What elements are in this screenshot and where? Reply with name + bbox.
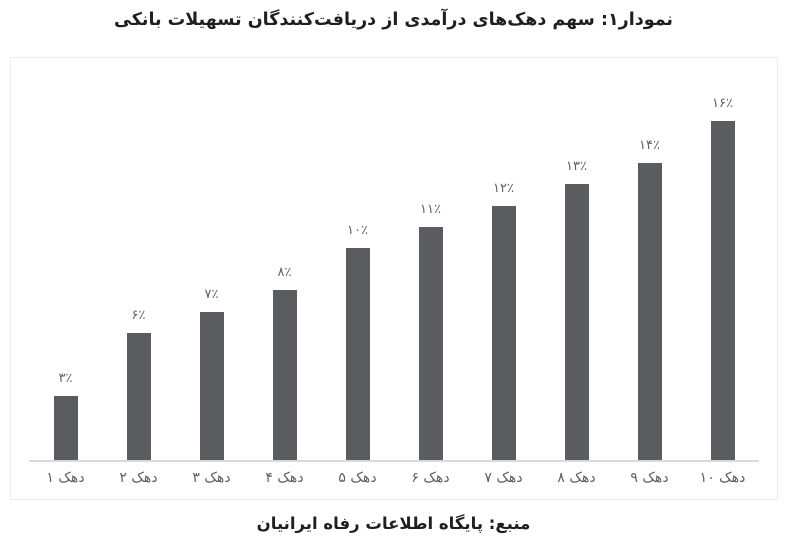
bar-value-label: ۱۱٪ (420, 201, 441, 217)
bar-column: ۱۶٪ (686, 96, 759, 460)
bar (418, 226, 443, 460)
x-axis-label: دهک ۴ (265, 470, 304, 486)
chart-panel: ۳٪ ۶٪ ۷٪ ۸٪ ۱۰٪ ۱۱٪ ۱۲٪ ۱۳٪ ۱۴٪ ۱۶٪ دهک ۱ دهک ۲ دهک… (10, 57, 778, 500)
bar-column: ۱۴٪ (613, 138, 686, 460)
x-axis-label: دهک ۷ (484, 470, 523, 486)
source-caption: منبع: پایگاه اطلاعات رفاه ایرانیان (256, 514, 531, 533)
bar-column: ۷٪ (175, 287, 248, 460)
bar-value-label: ۱۳٪ (566, 159, 587, 175)
x-axis-label: دهک ۱۰ (699, 470, 746, 486)
bar (53, 396, 78, 460)
bar-column: ۳٪ (29, 371, 102, 460)
bar-value-label: ۷٪ (204, 286, 219, 302)
bar-value-label: ۱۲٪ (493, 180, 514, 196)
x-axis-label: دهک ۸ (557, 470, 596, 486)
bar-value-label: ۱۶٪ (712, 95, 733, 111)
bar-value-label: ۳٪ (58, 371, 73, 387)
plot-area: ۳٪ ۶٪ ۷٪ ۸٪ ۱۰٪ ۱۱٪ ۱۲٪ ۱۳٪ ۱۴٪ ۱۶٪ (29, 58, 759, 460)
x-axis-labels: دهک ۱ دهک ۲ دهک ۳ دهک ۴ دهک ۵ دهک ۶ دهک ۷ دهک ۸… (29, 470, 759, 486)
bar (345, 248, 370, 460)
bar (272, 290, 297, 460)
chart-title: نمودار۱: سهم دهک‌های درآمدی از دریافت‌کن… (113, 10, 674, 30)
bar-column: ۱۰٪ (321, 223, 394, 460)
x-axis-label: دهک ۶ (411, 470, 450, 486)
x-axis-label: دهک ۵ (338, 470, 377, 486)
bar-value-label: ۸٪ (277, 265, 292, 281)
x-axis-label: دهک ۱ (46, 470, 85, 486)
bar-value-label: ۶٪ (131, 307, 146, 323)
bar-column: ۱۳٪ (540, 159, 613, 460)
x-axis-line (29, 460, 759, 462)
bar-value-label: ۱۴٪ (639, 138, 660, 154)
bar-column: ۸٪ (248, 265, 321, 460)
bar-value-label: ۱۰٪ (347, 223, 368, 238)
bar (564, 184, 589, 460)
x-axis-label: دهک ۹ (630, 470, 669, 486)
bar-column: ۱۱٪ (394, 202, 467, 460)
x-axis-label: دهک ۲ (119, 470, 158, 486)
x-axis-label: دهک ۳ (192, 470, 231, 486)
bar-column: ۶٪ (102, 308, 175, 460)
bar (199, 311, 224, 460)
bar-column: ۱۲٪ (467, 181, 540, 460)
bar (710, 120, 735, 460)
bar (637, 163, 662, 460)
bar (126, 332, 151, 460)
bar (491, 205, 516, 460)
